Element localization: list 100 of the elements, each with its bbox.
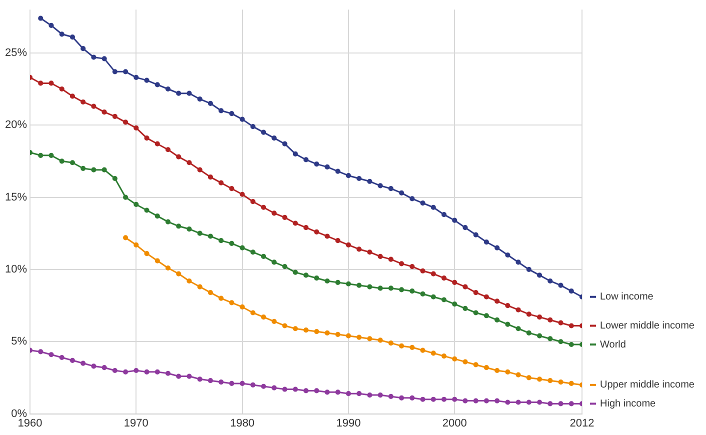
point (250, 250, 256, 255)
point (568, 288, 574, 294)
point (154, 369, 160, 374)
point (70, 358, 76, 363)
point (505, 302, 510, 308)
point (272, 210, 277, 216)
point (462, 306, 468, 311)
point (367, 178, 372, 184)
point (324, 390, 330, 395)
point (59, 158, 64, 164)
point (250, 310, 256, 316)
point (48, 352, 54, 358)
point (568, 342, 574, 348)
point (558, 339, 564, 344)
point (516, 400, 521, 405)
point (462, 284, 468, 290)
point (324, 164, 330, 170)
point (335, 238, 340, 244)
point (410, 196, 415, 202)
point (229, 300, 234, 306)
point (91, 167, 96, 172)
point (80, 46, 86, 52)
point (218, 379, 224, 385)
point (462, 225, 468, 230)
point (229, 110, 234, 116)
x-tick-label: 2000 (442, 417, 467, 430)
y-tick-label: 10% (4, 263, 28, 276)
point (314, 229, 320, 234)
point (494, 317, 500, 323)
point (261, 314, 266, 320)
point (388, 286, 394, 291)
point (282, 386, 288, 392)
point (240, 116, 245, 122)
point (186, 226, 192, 232)
point (80, 360, 86, 366)
point (240, 245, 245, 250)
point (441, 396, 447, 402)
point (91, 104, 96, 109)
point (91, 54, 96, 60)
point (272, 318, 277, 324)
point (102, 110, 107, 115)
point (208, 174, 214, 180)
point (462, 398, 468, 404)
point (59, 32, 64, 37)
point (548, 278, 553, 284)
point (282, 141, 288, 146)
point (144, 78, 150, 83)
point (367, 392, 372, 398)
point (282, 214, 288, 220)
point (536, 333, 542, 338)
point (186, 160, 192, 166)
point (208, 378, 214, 384)
point (526, 400, 532, 405)
point (134, 125, 139, 131)
point (536, 314, 542, 320)
point (346, 281, 352, 286)
point (292, 151, 298, 157)
point (420, 348, 426, 353)
point (154, 141, 160, 146)
point (473, 362, 478, 368)
point (568, 380, 574, 386)
point (314, 328, 320, 334)
point (144, 136, 150, 141)
point (38, 152, 44, 158)
point (410, 344, 415, 350)
point (346, 333, 352, 338)
point (134, 74, 139, 80)
point (80, 99, 86, 105)
point (410, 288, 415, 294)
point (240, 304, 245, 310)
point (410, 395, 415, 400)
point (441, 297, 447, 302)
point (218, 296, 224, 301)
point (420, 268, 426, 274)
point (102, 365, 107, 370)
point (102, 167, 107, 172)
point (303, 225, 309, 230)
point (430, 350, 436, 356)
x-tick-label: 1960 (18, 417, 42, 430)
point (123, 120, 128, 125)
point (536, 376, 542, 382)
point (558, 379, 564, 385)
point (558, 320, 564, 326)
point (473, 290, 478, 296)
point (48, 22, 54, 28)
point (494, 368, 500, 374)
point (197, 96, 202, 102)
point (261, 384, 266, 389)
point (70, 34, 76, 40)
point (154, 213, 160, 219)
point (38, 16, 44, 21)
point (505, 400, 510, 405)
point (536, 400, 542, 405)
point (378, 286, 383, 291)
point (410, 264, 415, 270)
point (526, 375, 532, 380)
point (398, 261, 404, 266)
point (388, 256, 394, 262)
point (292, 220, 298, 226)
point (165, 370, 171, 376)
